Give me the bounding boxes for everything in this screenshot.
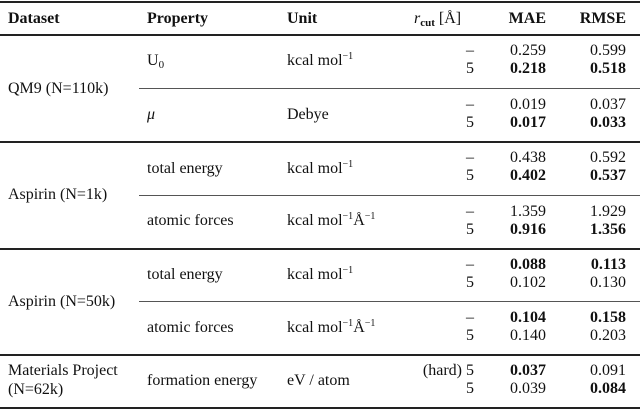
rmse-value: 0.203 (590, 327, 626, 344)
rcut: – (466, 96, 474, 113)
property-u0: U0 (147, 52, 165, 71)
dataset-qm9: QM9 (N=110k) (8, 80, 109, 97)
mae-value: 0.259 (510, 42, 546, 59)
dataset-materials-project-n: (N=62k) (8, 381, 64, 398)
unit-kcal-mol: kcal mol−1 (287, 51, 354, 70)
mae-value: 0.039 (510, 380, 546, 397)
top-rule (0, 1, 640, 3)
rcut: – (466, 42, 474, 59)
group-rule-1 (0, 141, 640, 143)
unit-debye: Debye (287, 106, 329, 123)
rcut: 5 (466, 167, 474, 184)
property-total-energy: total energy (147, 266, 223, 283)
rcut: 5 (466, 60, 474, 77)
mae-value: 0.017 (510, 114, 546, 131)
unit-ev-atom: eV / atom (287, 372, 350, 389)
property-atomic-forces: atomic forces (147, 212, 234, 229)
asp1k-mid-rule (139, 195, 640, 196)
mae-value: 0.088 (510, 256, 546, 273)
property-total-energy: total energy (147, 160, 223, 177)
rcut: – (466, 149, 474, 166)
dataset-aspirin-1k: Aspirin (N=1k) (8, 186, 108, 203)
rcut: 5 (466, 380, 474, 397)
rmse-value: 1.356 (590, 221, 626, 238)
bottom-rule (0, 407, 640, 409)
mae-value: 1.359 (510, 203, 546, 220)
header-property: Property (147, 10, 209, 27)
rcut: 5 (466, 274, 474, 291)
rmse-value: 1.929 (590, 203, 626, 220)
rmse-value: 0.113 (590, 256, 626, 273)
unit-kcal-mol: kcal mol−1 (287, 159, 354, 178)
property-mu: μ (147, 106, 156, 123)
unit-kcal-mol: kcal mol−1 (287, 265, 354, 284)
rcut: 5 (466, 327, 474, 344)
dataset-aspirin-50k: Aspirin (N=50k) (8, 293, 116, 310)
rmse-value: 0.033 (590, 114, 626, 131)
dataset-materials-project: Materials Project (8, 362, 118, 379)
header-mae: MAE (508, 10, 546, 27)
rmse-value: 0.130 (590, 274, 626, 291)
group-rule-2 (0, 248, 640, 250)
rmse-value: 0.592 (590, 149, 626, 166)
asp50k-mid-rule (139, 301, 640, 302)
property-formation-energy: formation energy (147, 372, 258, 389)
rmse-value: 0.518 (590, 60, 626, 77)
group-rule-3 (0, 354, 640, 356)
rcut: – (466, 203, 474, 220)
rmse-value: 0.537 (590, 167, 626, 184)
rmse-value: 0.599 (590, 42, 626, 59)
unit-kcal-mol-angstrom: kcal mol−1Å−1 (287, 211, 376, 230)
mae-value: 0.218 (510, 60, 546, 77)
header-dataset: Dataset (8, 10, 60, 27)
mae-value: 0.140 (510, 327, 546, 344)
mae-value: 0.916 (510, 221, 546, 238)
header-unit: Unit (287, 10, 318, 27)
rcut: (hard) 5 (422, 362, 474, 379)
property-atomic-forces: atomic forces (147, 319, 234, 336)
rcut: – (466, 256, 474, 273)
qm9-mid-rule (139, 88, 640, 89)
mae-value: 0.019 (510, 96, 546, 113)
header-rule (0, 34, 640, 36)
rcut: – (466, 309, 474, 326)
rmse-value: 0.158 (590, 309, 626, 326)
rcut: 5 (466, 221, 474, 238)
mae-value: 0.037 (510, 362, 546, 379)
header-rmse: RMSE (579, 10, 626, 27)
mae-value: 0.438 (510, 149, 546, 166)
mae-value: 0.104 (510, 309, 546, 326)
unit-kcal-mol-angstrom: kcal mol−1Å−1 (287, 318, 376, 337)
mae-value: 0.102 (510, 274, 546, 291)
rmse-value: 0.091 (590, 362, 626, 379)
rcut: 5 (466, 114, 474, 131)
rmse-value: 0.037 (590, 96, 626, 113)
rmse-value: 0.084 (590, 380, 626, 397)
mae-value: 0.402 (510, 167, 546, 184)
header-rcut: rcut [Å] (414, 10, 462, 29)
